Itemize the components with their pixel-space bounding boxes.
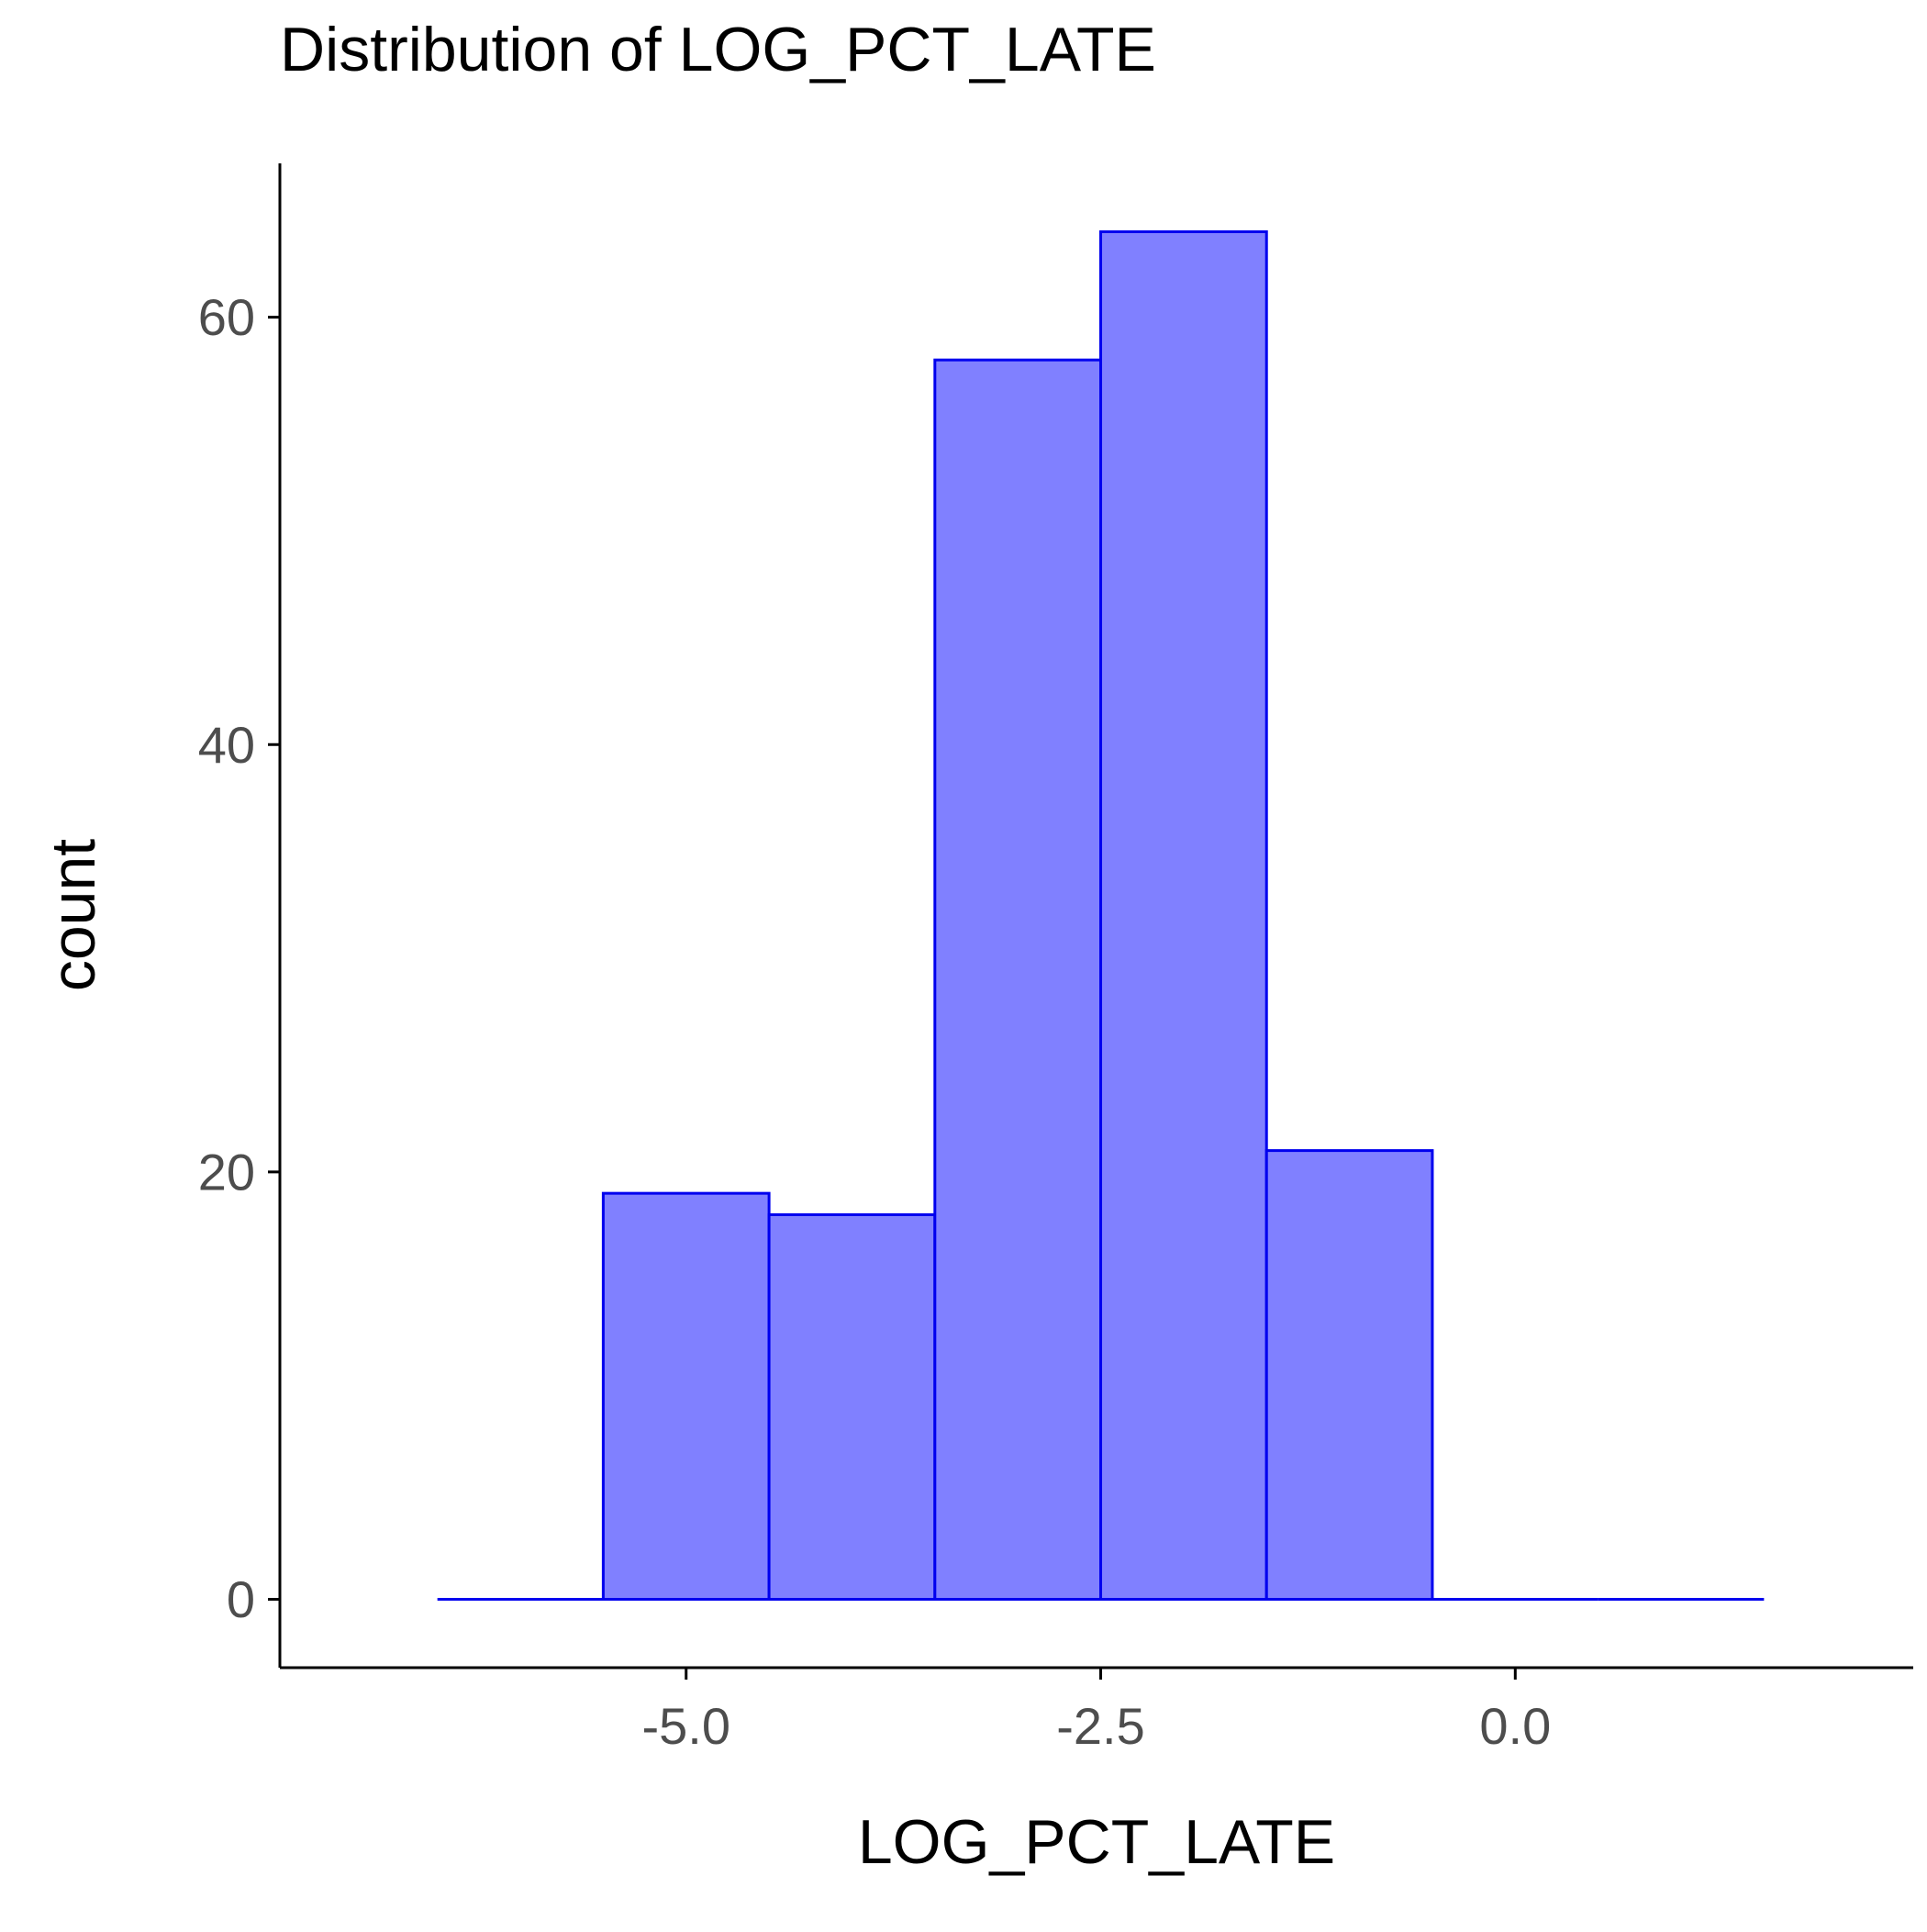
y-axis-ticks: 0 20 40 60: [198, 288, 280, 1628]
y-tick-label: 0: [227, 1570, 255, 1628]
x-tick-label: 0.0: [1479, 1697, 1551, 1755]
chart-title: Distribution of LOG_PCT_LATE: [280, 15, 1156, 84]
y-tick-label: 40: [198, 716, 255, 774]
y-tick-label: 20: [198, 1143, 255, 1201]
y-tick-label: 60: [198, 288, 255, 346]
bars-layer: [601, 230, 1434, 1601]
x-tick-label: -5.0: [641, 1697, 730, 1755]
histogram-bar-3: [933, 358, 1103, 1601]
histogram-bar-5: [1264, 1149, 1434, 1601]
histogram-bar-2: [767, 1212, 937, 1601]
x-axis-title: LOG_PCT_LATE: [858, 1807, 1335, 1877]
x-tick-label: -2.5: [1056, 1697, 1145, 1755]
histogram-bar-4: [1099, 230, 1268, 1601]
histogram-bar-1: [601, 1191, 771, 1601]
x-axis-ticks: -5.0 -2.5 0.0: [641, 1668, 1551, 1755]
y-axis-title: count: [39, 839, 108, 991]
